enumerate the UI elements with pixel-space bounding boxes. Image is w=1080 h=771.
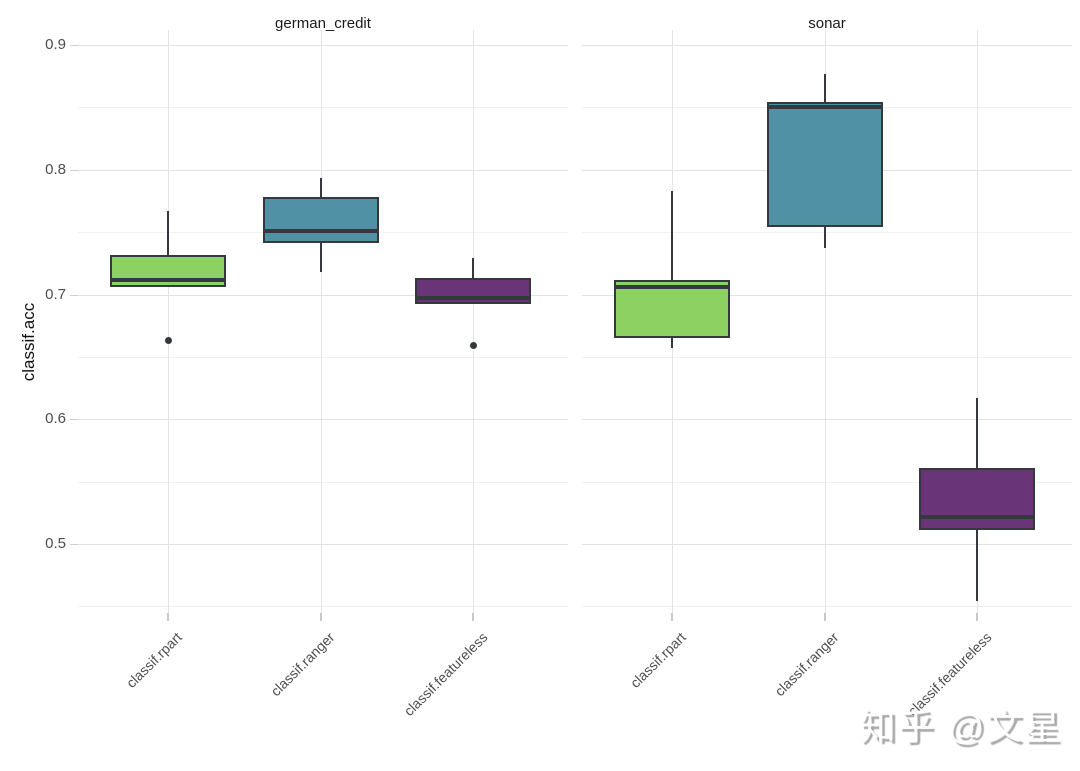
- median-line: [616, 285, 728, 289]
- x-tick-mark: [472, 613, 474, 621]
- major-gridline: [78, 45, 568, 46]
- major-gridline: [582, 45, 1072, 46]
- x-tick-mark: [671, 613, 673, 621]
- major-gridline: [582, 294, 1072, 296]
- x-tick-label: classif.ranger: [771, 629, 842, 700]
- x-tick-label: classif.featureless: [400, 629, 491, 720]
- x-tick-mark: [823, 613, 826, 621]
- median-line: [264, 228, 377, 233]
- boxplot-box-classif.rpart: [614, 279, 730, 339]
- minor-gridline: [78, 606, 568, 608]
- outlier-point: [469, 342, 477, 350]
- y-tick-label: 0.8: [45, 160, 66, 178]
- boxplot-box-classif.ranger: [766, 102, 883, 228]
- category-gridline: [977, 30, 978, 613]
- upper-whisker: [319, 178, 322, 198]
- facet-title: sonar: [808, 15, 846, 32]
- median-line: [417, 296, 529, 301]
- minor-gridline: [78, 356, 568, 358]
- y-tick-label: 0.9: [45, 36, 66, 53]
- minor-gridline: [582, 232, 1072, 234]
- x-tick-label: classif.rpart: [123, 629, 186, 691]
- category-gridline: [473, 30, 474, 613]
- median-line: [112, 277, 224, 282]
- x-tick-label: classif.ranger: [267, 629, 338, 700]
- y-tick-mark: [70, 169, 79, 171]
- median-line: [921, 514, 1033, 519]
- category-gridline: [168, 30, 169, 613]
- y-tick-mark: [70, 294, 79, 296]
- watermark: 知乎 @文星: [859, 706, 1062, 747]
- boxplot-box-classif.featureless: [919, 467, 1035, 531]
- minor-gridline: [582, 481, 1072, 483]
- boxplot-box-classif.ranger: [262, 197, 379, 244]
- median-line: [768, 105, 881, 110]
- boxplot-box-classif.featureless: [415, 278, 531, 305]
- lower-whisker: [319, 243, 322, 273]
- y-tick-label: 0.6: [45, 410, 66, 428]
- major-gridline: [78, 544, 568, 545]
- y-tick-label: 0.5: [45, 535, 66, 552]
- upper-whisker: [671, 190, 673, 280]
- lower-whisker: [823, 227, 826, 249]
- outlier-point: [164, 337, 172, 345]
- y-tick-label: 0.7: [45, 285, 66, 303]
- major-gridline: [78, 419, 568, 421]
- upper-whisker: [472, 258, 474, 279]
- major-gridline: [582, 419, 1072, 421]
- major-gridline: [78, 169, 568, 171]
- x-tick-mark: [976, 613, 978, 621]
- y-tick-mark: [70, 45, 79, 46]
- upper-whisker: [823, 73, 826, 103]
- minor-gridline: [582, 606, 1072, 608]
- category-gridline: [824, 30, 826, 613]
- y-tick-mark: [70, 544, 79, 545]
- upper-whisker: [167, 210, 169, 255]
- lower-whisker: [671, 338, 673, 349]
- minor-gridline: [78, 107, 568, 109]
- upper-whisker: [976, 398, 978, 468]
- x-tick-label: classif.rpart: [627, 629, 690, 691]
- y-tick-mark: [70, 419, 79, 421]
- minor-gridline: [78, 481, 568, 483]
- major-gridline: [78, 294, 568, 296]
- lower-whisker: [976, 530, 978, 602]
- category-gridline: [320, 30, 322, 613]
- facet-title: german_credit: [275, 15, 371, 32]
- boxplot-box-classif.rpart: [110, 254, 226, 287]
- major-gridline: [582, 544, 1072, 545]
- x-tick-mark: [319, 613, 322, 621]
- minor-gridline: [582, 356, 1072, 358]
- x-tick-mark: [167, 613, 169, 621]
